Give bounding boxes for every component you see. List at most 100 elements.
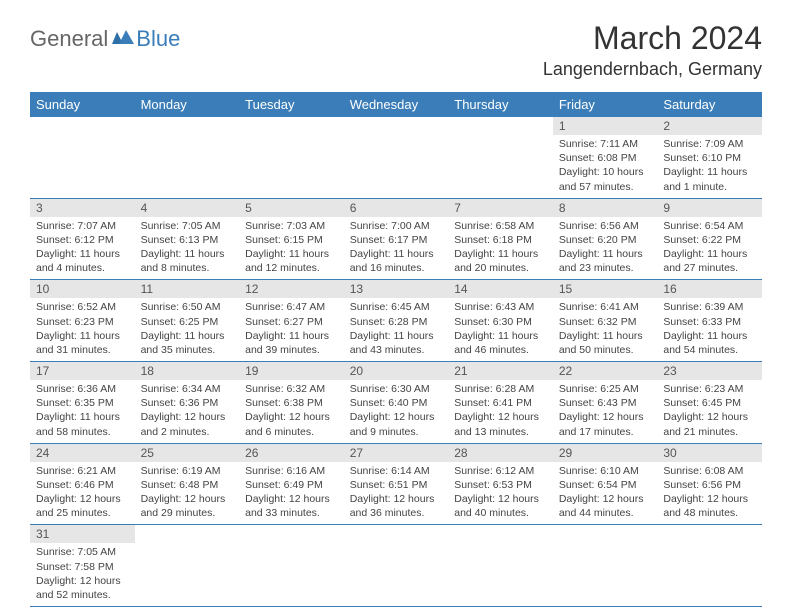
weekday-header: Sunday — [30, 92, 135, 117]
logo-text-blue: Blue — [136, 26, 180, 52]
calendar-cell: 26Sunrise: 6:16 AMSunset: 6:49 PMDayligh… — [239, 443, 344, 525]
calendar-cell: 17Sunrise: 6:36 AMSunset: 6:35 PMDayligh… — [30, 362, 135, 444]
daylight-text: Daylight: 11 hours and 31 minutes. — [36, 329, 129, 357]
sunset-text: Sunset: 6:56 PM — [663, 478, 756, 492]
sunset-text: Sunset: 6:13 PM — [141, 233, 234, 247]
sunrise-text: Sunrise: 6:34 AM — [141, 382, 234, 396]
sunrise-text: Sunrise: 6:16 AM — [245, 464, 338, 478]
sunset-text: Sunset: 6:38 PM — [245, 396, 338, 410]
weekday-header: Wednesday — [344, 92, 449, 117]
calendar-cell: 1Sunrise: 7:11 AMSunset: 6:08 PMDaylight… — [553, 117, 658, 198]
day-number: 23 — [657, 362, 762, 380]
calendar-cell: 16Sunrise: 6:39 AMSunset: 6:33 PMDayligh… — [657, 280, 762, 362]
daylight-text: Daylight: 12 hours and 2 minutes. — [141, 410, 234, 438]
sunrise-text: Sunrise: 7:07 AM — [36, 219, 129, 233]
sunset-text: Sunset: 6:20 PM — [559, 233, 652, 247]
sunset-text: Sunset: 7:58 PM — [36, 560, 129, 574]
calendar-cell: 15Sunrise: 6:41 AMSunset: 6:32 PMDayligh… — [553, 280, 658, 362]
day-number: 1 — [553, 117, 658, 135]
day-details: Sunrise: 6:43 AMSunset: 6:30 PMDaylight:… — [448, 298, 553, 361]
sunset-text: Sunset: 6:33 PM — [663, 315, 756, 329]
calendar-cell: 21Sunrise: 6:28 AMSunset: 6:41 PMDayligh… — [448, 362, 553, 444]
sunset-text: Sunset: 6:18 PM — [454, 233, 547, 247]
calendar-cell: 27Sunrise: 6:14 AMSunset: 6:51 PMDayligh… — [344, 443, 449, 525]
daylight-text: Daylight: 12 hours and 33 minutes. — [245, 492, 338, 520]
calendar-cell: 22Sunrise: 6:25 AMSunset: 6:43 PMDayligh… — [553, 362, 658, 444]
calendar-week-row: 3Sunrise: 7:07 AMSunset: 6:12 PMDaylight… — [30, 198, 762, 280]
day-number: 26 — [239, 444, 344, 462]
day-details: Sunrise: 7:11 AMSunset: 6:08 PMDaylight:… — [553, 135, 658, 198]
sunrise-text: Sunrise: 6:56 AM — [559, 219, 652, 233]
daylight-text: Daylight: 11 hours and 23 minutes. — [559, 247, 652, 275]
day-details: Sunrise: 6:34 AMSunset: 6:36 PMDaylight:… — [135, 380, 240, 443]
sunrise-text: Sunrise: 6:28 AM — [454, 382, 547, 396]
day-details: Sunrise: 6:41 AMSunset: 6:32 PMDaylight:… — [553, 298, 658, 361]
calendar-week-row: 24 Sunrise: 6:21 AMSunset: 6:46 PM Dayligh… — [30, 443, 762, 525]
day-number: 7 — [448, 199, 553, 217]
day-details: Sunrise: 7:07 AMSunset: 6:12 PMDaylight:… — [30, 217, 135, 280]
sunrise-text: Sunrise: 6:32 AM — [245, 382, 338, 396]
day-number: 18 — [135, 362, 240, 380]
day-details: Sunrise: 6:30 AMSunset: 6:40 PMDaylight:… — [344, 380, 449, 443]
day-details: Sunrise: 6:36 AMSunset: 6:35 PMDaylight:… — [30, 380, 135, 443]
sunset-text: Sunset: 6:36 PM — [141, 396, 234, 410]
calendar-cell: 14Sunrise: 6:43 AMSunset: 6:30 PMDayligh… — [448, 280, 553, 362]
day-details: Sunrise: 6:52 AMSunset: 6:23 PMDaylight:… — [30, 298, 135, 361]
day-details: Sunrise: 7:05 AMSunset: 7:58 PMDaylight:… — [30, 543, 135, 606]
day-details: Sunrise: 6:50 AMSunset: 6:25 PMDaylight:… — [135, 298, 240, 361]
daylight-text: Daylight: 12 hours and 21 minutes. — [663, 410, 756, 438]
sunrise-text: Sunrise: 6:36 AM — [36, 382, 129, 396]
daylight-text: Daylight: 11 hours and 50 minutes. — [559, 329, 652, 357]
sunset-text: Sunset: 6:30 PM — [454, 315, 547, 329]
day-number: 30 — [657, 444, 762, 462]
sunset-text: Sunset: 6:53 PM — [454, 478, 547, 492]
sunrise-text: Sunrise: 7:09 AM — [663, 137, 756, 151]
calendar-cell: 8Sunrise: 6:56 AMSunset: 6:20 PMDaylight… — [553, 198, 658, 280]
day-number: 2 — [657, 117, 762, 135]
daylight-text: Daylight: 11 hours and 8 minutes. — [141, 247, 234, 275]
sunset-text: Sunset: 6:08 PM — [559, 151, 652, 165]
day-number: 11 — [135, 280, 240, 298]
daylight-text: Daylight: 12 hours and 36 minutes. — [350, 492, 443, 520]
logo: General Blue — [30, 26, 180, 52]
calendar-cell: 10Sunrise: 6:52 AMSunset: 6:23 PMDayligh… — [30, 280, 135, 362]
daylight-text: Daylight: 11 hours and 43 minutes. — [350, 329, 443, 357]
daylight-text: Daylight: 11 hours and 4 minutes. — [36, 247, 129, 275]
day-details: Sunrise: 6:32 AMSunset: 6:38 PMDaylight:… — [239, 380, 344, 443]
daylight-text: Daylight: 11 hours and 58 minutes. — [36, 410, 129, 438]
day-number: 28 — [448, 444, 553, 462]
calendar-cell: 7Sunrise: 6:58 AMSunset: 6:18 PMDaylight… — [448, 198, 553, 280]
calendar-cell: 5Sunrise: 7:03 AMSunset: 6:15 PMDaylight… — [239, 198, 344, 280]
sunset-text: Sunset: 6:28 PM — [350, 315, 443, 329]
calendar-week-row: 31Sunrise: 7:05 AMSunset: 7:58 PMDayligh… — [30, 525, 762, 607]
sunrise-text: Sunrise: 7:05 AM — [36, 545, 129, 559]
daylight-text: Daylight: 12 hours and 48 minutes. — [663, 492, 756, 520]
calendar-cell: 23Sunrise: 6:23 AMSunset: 6:45 PMDayligh… — [657, 362, 762, 444]
location: Langendernbach, Germany — [543, 59, 762, 80]
daylight-text: Daylight: 12 hours and 44 minutes. — [559, 492, 652, 520]
day-details: Sunrise: 6:23 AMSunset: 6:45 PMDaylight:… — [657, 380, 762, 443]
sunset-text: Sunset: 6:22 PM — [663, 233, 756, 247]
sunrise-text: Sunrise: 6:19 AM — [141, 464, 234, 478]
day-number: 22 — [553, 362, 658, 380]
calendar-cell: 30Sunrise: 6:08 AMSunset: 6:56 PMDayligh… — [657, 443, 762, 525]
daylight-text: Daylight: 12 hours and 29 minutes. — [141, 492, 234, 520]
sunrise-text: Sunrise: 6:30 AM — [350, 382, 443, 396]
calendar-cell — [657, 525, 762, 607]
daylight-text: Daylight: 11 hours and 39 minutes. — [245, 329, 338, 357]
weekday-header: Tuesday — [239, 92, 344, 117]
day-details: Sunrise: 7:05 AMSunset: 6:13 PMDaylight:… — [135, 217, 240, 280]
sunset-text: Sunset: 6:54 PM — [559, 478, 652, 492]
sunset-text: Sunset: 6:46 PM — [36, 478, 129, 492]
day-number: 24 — [30, 444, 135, 462]
calendar-cell — [239, 117, 344, 198]
sunset-text: Sunset: 6:17 PM — [350, 233, 443, 247]
day-number: 14 — [448, 280, 553, 298]
sunrise-text: Sunrise: 6:21 AM — [36, 464, 129, 478]
sunset-text: Sunset: 6:35 PM — [36, 396, 129, 410]
calendar-cell: 4Sunrise: 7:05 AMSunset: 6:13 PMDaylight… — [135, 198, 240, 280]
day-details: Sunrise: 6:14 AMSunset: 6:51 PMDaylight:… — [344, 462, 449, 525]
calendar-cell — [448, 117, 553, 198]
sunrise-text: Sunrise: 7:05 AM — [141, 219, 234, 233]
daylight-text: Daylight: 11 hours and 12 minutes. — [245, 247, 338, 275]
